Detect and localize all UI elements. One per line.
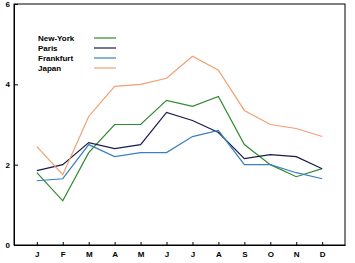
legend-label: Japan (38, 64, 61, 73)
x-tick: J (165, 242, 169, 259)
x-tick-label: A (216, 250, 222, 259)
x-axis-line (15, 245, 346, 246)
legend-swatch (94, 57, 116, 58)
lines (37, 56, 322, 201)
y-tick-mark (14, 4, 18, 5)
x-tick-label: A (112, 250, 118, 259)
x-tick-label: N (294, 250, 300, 259)
x-tick-mark (63, 242, 64, 245)
y-tick: 2 (6, 161, 18, 170)
y-axis-line (14, 5, 15, 246)
y-axis: 0 2 4 6 (6, 0, 18, 250)
x-tick: F (61, 242, 66, 259)
y-tick: 6 (6, 0, 18, 9)
legend-label: New-York (38, 34, 75, 43)
y-tick-label: 6 (6, 0, 11, 9)
x-tick: D (320, 242, 326, 259)
y-tick-mark (14, 84, 18, 85)
x-tick-label: O (268, 250, 274, 259)
plot-frame (14, 4, 345, 245)
x-tick-mark (89, 242, 90, 245)
x-tick: O (268, 242, 274, 259)
x-tick: A (216, 242, 222, 259)
legend-swatch (94, 47, 116, 48)
y-tick-label: 0 (6, 241, 11, 250)
x-tick: S (242, 242, 248, 259)
x-tick-mark (296, 242, 297, 245)
x-tick: M (138, 242, 145, 259)
x-tick-mark (244, 242, 245, 245)
legend-swatch (94, 37, 116, 38)
legend-label: Frankfurt (38, 54, 73, 63)
x-tick-label: M (86, 250, 93, 259)
x-tick-mark (141, 242, 142, 245)
legend-label: Paris (38, 44, 58, 53)
series-line (37, 56, 322, 174)
chart: 0 2 4 6 J F M A M J J A S O N D New-YorkParisFrankfurtJa… (0, 0, 355, 263)
x-tick-mark (115, 242, 116, 245)
x-tick-mark (37, 242, 38, 245)
y-tick-label: 2 (6, 161, 11, 170)
x-tick-mark (270, 242, 271, 245)
x-tick-mark (192, 242, 193, 245)
x-tick: N (294, 242, 300, 259)
x-tick-label: F (61, 250, 66, 259)
x-tick-label: M (138, 250, 145, 259)
x-tick-label: J (191, 250, 195, 259)
series-line (37, 96, 322, 200)
x-tick-mark (167, 242, 168, 245)
x-tick-mark (218, 242, 219, 245)
legend: New-YorkParisFrankfurtJapan (38, 34, 116, 73)
series-line (37, 112, 322, 170)
x-axis: JFMAMJJASOND (15, 242, 346, 259)
x-tick: J (35, 242, 39, 259)
y-tick-mark (14, 165, 18, 166)
x-tick-label: D (320, 250, 326, 259)
x-tick-label: J (165, 250, 169, 259)
x-tick-label: J (35, 250, 39, 259)
y-tick: 4 (6, 80, 18, 89)
legend-swatch (94, 67, 116, 68)
y-tick-label: 4 (6, 80, 11, 89)
x-tick: M (86, 242, 93, 259)
x-tick: J (191, 242, 195, 259)
x-tick-mark (322, 242, 323, 245)
x-tick-label: S (242, 250, 248, 259)
x-tick: A (112, 242, 118, 259)
